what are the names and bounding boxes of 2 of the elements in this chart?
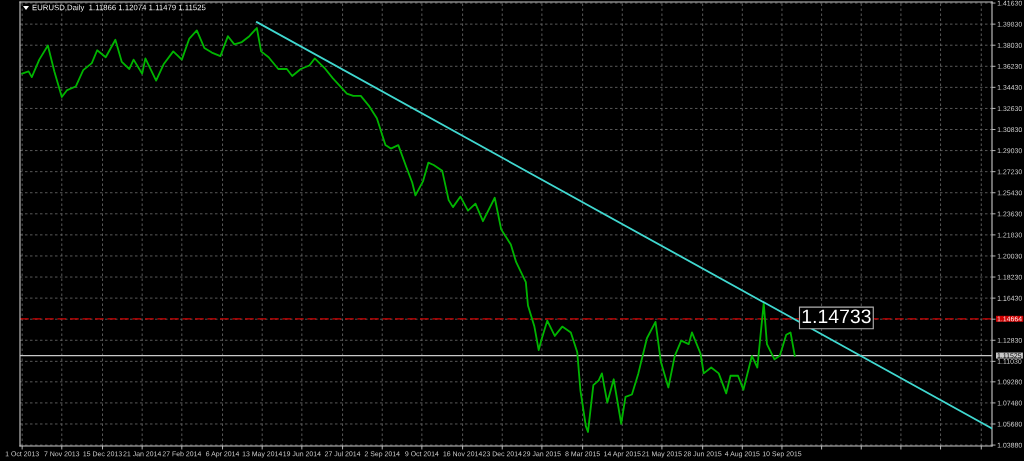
annotation: 1.14733 <box>802 309 871 324</box>
line-series <box>21 27 796 433</box>
